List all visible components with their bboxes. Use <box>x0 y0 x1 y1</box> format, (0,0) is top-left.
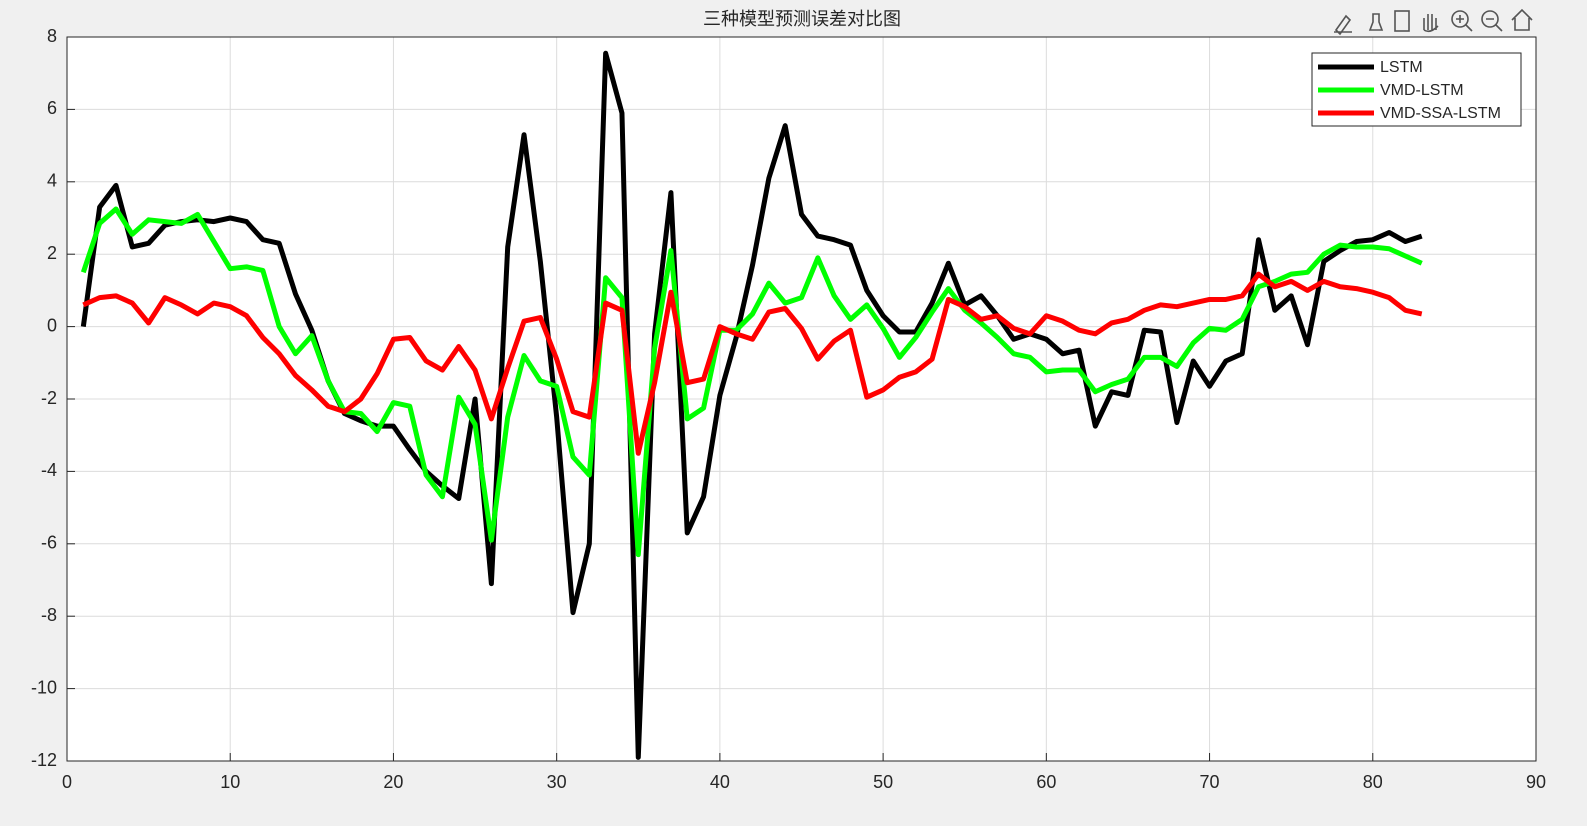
x-tick-label: 50 <box>873 772 893 792</box>
y-tick-label: 2 <box>47 243 57 263</box>
x-tick-label: 20 <box>383 772 403 792</box>
y-tick-label: -10 <box>31 677 57 697</box>
legend: LSTM VMD-LSTM VMD-SSA-LSTM <box>1311 52 1522 127</box>
x-tick-label: 70 <box>1200 772 1220 792</box>
y-tick-label: -8 <box>41 605 57 625</box>
series-line <box>80 206 1423 558</box>
axes-box <box>66 36 1537 762</box>
x-tick-label: 30 <box>547 772 567 792</box>
series-line <box>80 50 1423 760</box>
chart-title: 三种模型预测误差对比图 <box>703 9 901 29</box>
x-tick-label: 80 <box>1363 772 1383 792</box>
data-tip-icon[interactable] <box>1368 13 1384 31</box>
y-tick-label: -2 <box>41 388 57 408</box>
x-tick-label: 90 <box>1526 772 1546 792</box>
legend-label: VMD-LSTM <box>1380 82 1464 99</box>
zoom-out-glyph <box>1486 18 1503 32</box>
brush-icon[interactable] <box>1334 14 1352 36</box>
y-tick-label: -12 <box>31 750 57 770</box>
legend-label: LSTM <box>1380 59 1423 76</box>
y-tick-label: 6 <box>47 98 57 118</box>
x-tick-label: 60 <box>1036 772 1056 792</box>
y-tick-label: -6 <box>41 533 57 553</box>
zoom-out-icon[interactable] <box>1481 10 1499 28</box>
home-icon[interactable] <box>1511 8 1533 31</box>
legend-label: VMD-SSA-LSTM <box>1380 105 1501 122</box>
y-tick-label: 8 <box>47 26 57 46</box>
series-line <box>82 271 1423 456</box>
zoom-in-glyph <box>1456 15 1473 32</box>
y-tick-label: 0 <box>47 315 57 335</box>
x-tick-label: 0 <box>62 772 72 792</box>
y-tick-label: 4 <box>47 171 57 191</box>
pan-icon[interactable] <box>1423 14 1439 33</box>
toolbar[interactable] <box>1334 8 1533 36</box>
x-tick-label: 40 <box>710 772 730 792</box>
y-tick-label: -4 <box>41 460 57 480</box>
zoom-in-icon[interactable] <box>1451 10 1469 28</box>
x-tick-label: 10 <box>220 772 240 792</box>
legend-icon[interactable] <box>1394 10 1410 32</box>
